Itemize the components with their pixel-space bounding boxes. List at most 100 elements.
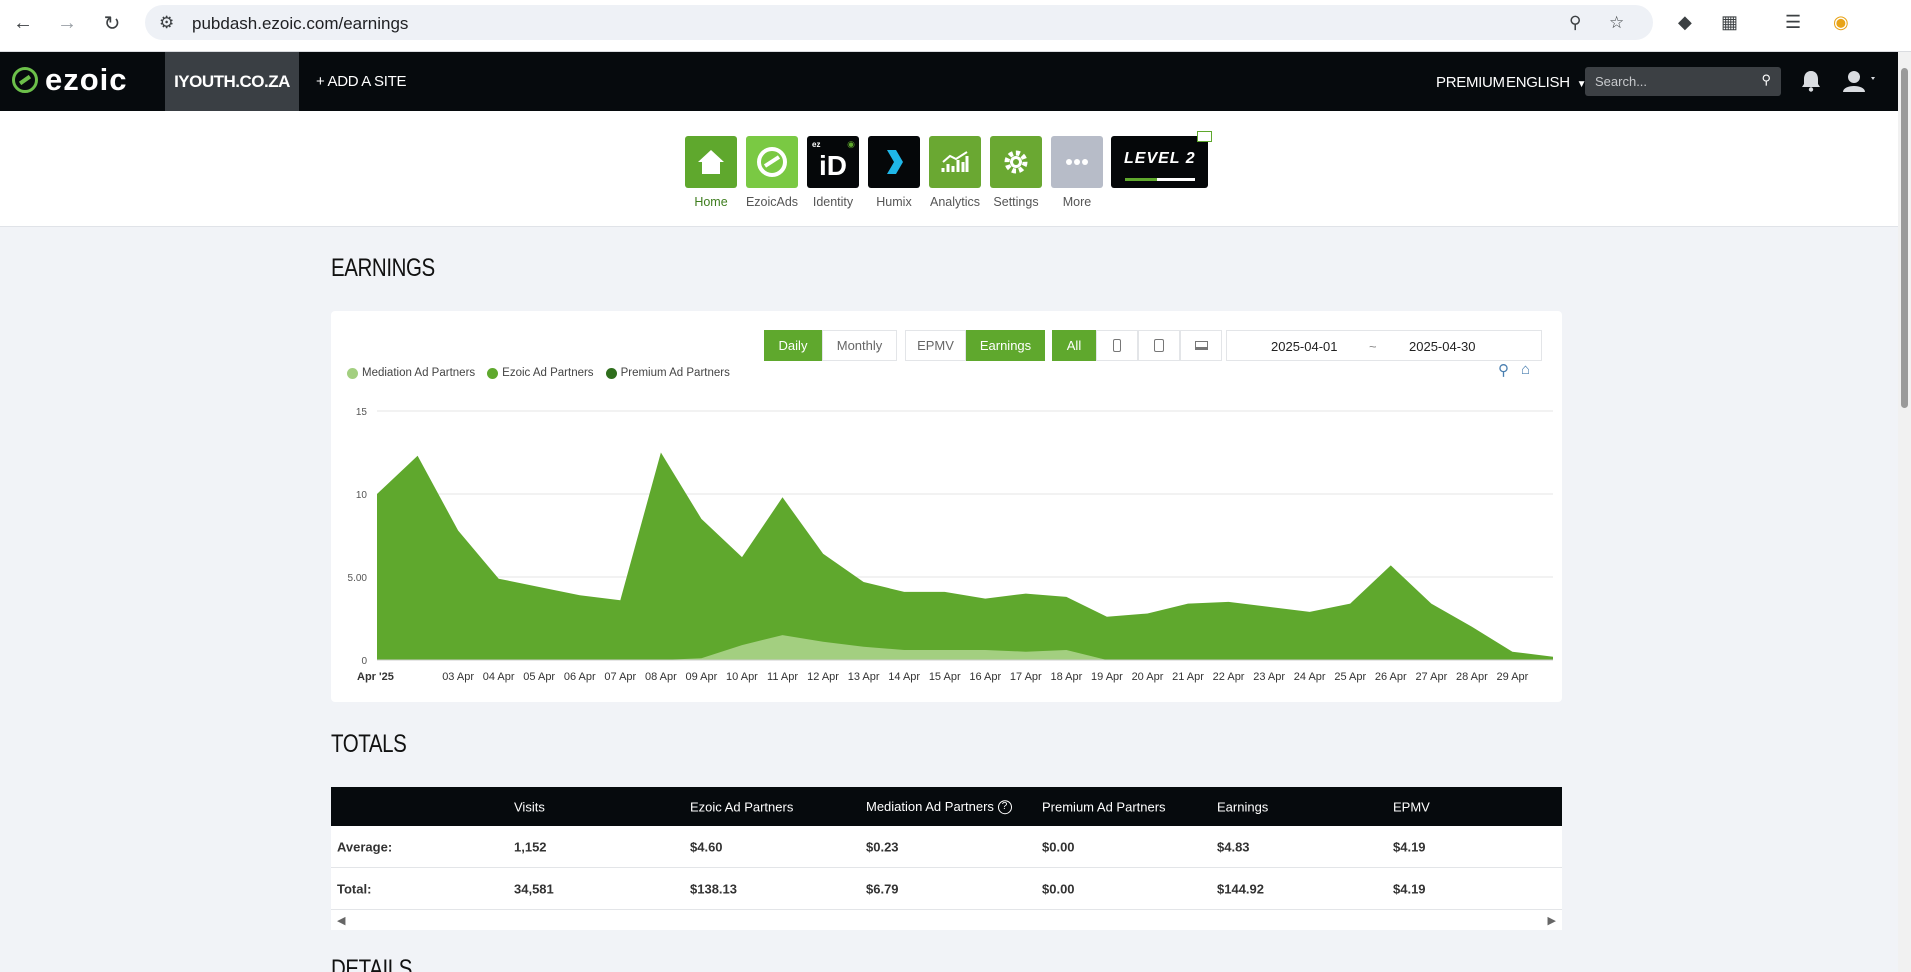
page-scrollbar[interactable] (1898, 52, 1911, 972)
x-tick-label: 26 Apr (1375, 671, 1407, 683)
analytics-icon (929, 136, 981, 188)
zoom-in-icon[interactable]: ⚲ (1498, 362, 1509, 379)
address-bar[interactable]: ⚙ pubdash.ezoic.com/earnings ⚲ ☆ (145, 5, 1653, 40)
search-icon[interactable]: ⚲ (1761, 72, 1771, 87)
table-cell: 1,152 (514, 839, 547, 854)
x-tick-label: 08 Apr (645, 671, 677, 683)
table-cell: $0.00 (1042, 881, 1075, 896)
legend-label: Ezoic Ad Partners (502, 367, 594, 379)
legend-label: Mediation Ad Partners (362, 367, 476, 379)
table-cell: $4.60 (690, 839, 723, 854)
legend-label: Premium Ad Partners (620, 367, 730, 379)
mobile-device-button[interactable] (1096, 330, 1138, 361)
x-tick-label: 19 Apr (1091, 671, 1123, 683)
extensions-puzzle-icon[interactable]: ▦ (1721, 12, 1739, 32)
table-horizontal-scrollbar[interactable]: ◀ ▶ (331, 910, 1562, 930)
reload-icon[interactable]: ↻ (103, 12, 121, 35)
identity-icon: ez ◉ iD (807, 136, 859, 188)
reading-list-icon[interactable]: ☰ (1785, 12, 1802, 32)
address-url[interactable]: pubdash.ezoic.com/earnings (192, 14, 409, 33)
x-tick-label: 27 Apr (1415, 671, 1447, 683)
date-to[interactable]: 2025-04-30 (1409, 339, 1476, 354)
x-tick-label: 11 Apr (767, 671, 798, 683)
search-box[interactable]: ⚲ (1585, 67, 1781, 96)
monthly-button[interactable]: Monthly (822, 330, 897, 361)
tablet-device-button[interactable] (1138, 330, 1180, 361)
x-tick-label: 21 Apr (1172, 671, 1204, 683)
table-cell: $0.00 (1042, 839, 1075, 854)
table-cell: $4.83 (1217, 839, 1250, 854)
reset-home-icon[interactable]: ⌂ (1521, 361, 1531, 378)
help-icon[interactable]: ? (997, 800, 1012, 815)
legend-item[interactable]: Mediation Ad Partners (347, 367, 475, 379)
y-tick-label: 15 (356, 407, 368, 418)
column-header: Ezoic Ad Partners (690, 799, 794, 814)
x-tick-label: 05 Apr (523, 671, 555, 683)
ezoic-logo[interactable]: ezoic (12, 64, 128, 95)
extension-icon[interactable]: ◆ (1678, 12, 1692, 32)
x-tick-label: 14 Apr (888, 671, 920, 683)
add-site-link[interactable]: + ADD A SITE (316, 73, 407, 90)
x-tick-label: 15 Apr (929, 671, 961, 683)
x-tick-label: 12 Apr (807, 671, 839, 683)
home-icon (685, 136, 737, 188)
notification-bell-icon[interactable] (1801, 70, 1821, 92)
app-more[interactable]: More (1051, 136, 1103, 209)
forward-icon[interactable]: → (57, 11, 77, 34)
metric-toggle: EPMV Earnings (905, 330, 1045, 361)
language-dropdown[interactable]: ENGLISH ▼ (1506, 74, 1587, 91)
legend-dot (487, 367, 499, 379)
epmv-button[interactable]: EPMV (905, 330, 966, 361)
column-header: Premium Ad Partners (1042, 799, 1166, 814)
app-ezoicads[interactable]: EzoicAds (746, 136, 798, 209)
x-tick-label: 25 Apr (1334, 671, 1366, 683)
legend-item[interactable]: Premium Ad Partners (605, 367, 730, 379)
mail-icon[interactable] (1197, 131, 1212, 142)
app-label: EzoicAds (745, 195, 799, 209)
date-from[interactable]: 2025-04-01 (1271, 339, 1338, 354)
app-analytics[interactable]: Analytics (929, 136, 981, 209)
site-selector[interactable]: IYOUTH.CO.ZA (165, 52, 299, 111)
scroll-left-icon[interactable]: ◀ (337, 915, 346, 927)
date-range-picker[interactable]: 2025-04-01 ~ 2025-04-30 (1226, 330, 1542, 361)
desktop-device-button[interactable] (1180, 330, 1222, 361)
column-header: Earnings (1217, 799, 1269, 814)
site-info-icon[interactable]: ⚙ (159, 13, 175, 32)
x-tick-label: 04 Apr (483, 671, 515, 683)
scroll-right-icon[interactable]: ▶ (1547, 915, 1556, 927)
scrollbar-thumb[interactable] (1901, 68, 1908, 408)
back-icon[interactable]: ← (13, 11, 33, 34)
row-label: Total: (337, 881, 372, 896)
app-humix[interactable]: Humix (868, 136, 920, 209)
all-devices-button[interactable]: All (1052, 330, 1096, 361)
date-separator: ~ (1369, 339, 1377, 354)
y-tick-label: 10 (356, 490, 368, 501)
table-cell: 34,581 (514, 881, 554, 896)
bookmark-star-icon[interactable]: ☆ (1609, 13, 1625, 32)
earnings-chart-card: Daily Monthly EPMV Earnings All 2025-04-… (331, 311, 1562, 702)
period-toggle: Daily Monthly (764, 330, 897, 361)
legend-item[interactable]: Ezoic Ad Partners (487, 367, 594, 379)
column-header: Mediation Ad Partners ? (866, 799, 1012, 815)
app-identity[interactable]: ez ◉ iD Identity (807, 136, 859, 209)
earnings-area-chart: 0 5.00 10 15 Apr '25 03 Apr 04 Apr 05 Apr 06 Apr… (348, 407, 1553, 683)
table-header: Visits Ezoic Ad Partners Mediation Ad Pa… (331, 787, 1562, 826)
search-input[interactable] (1595, 72, 1755, 91)
zoom-icon[interactable]: ⚲ (1569, 13, 1582, 32)
app-label: Analytics (929, 195, 981, 209)
x-tick-label: 20 Apr (1132, 671, 1164, 683)
app-home[interactable]: Home (685, 136, 737, 209)
earnings-button[interactable]: Earnings (966, 330, 1045, 361)
premium-link[interactable]: PREMIUM (1436, 74, 1505, 91)
humix-icon (868, 136, 920, 188)
user-menu-icon[interactable] (1843, 70, 1877, 92)
x-tick-label: 03 Apr (442, 671, 474, 683)
tablet-icon (1154, 339, 1164, 352)
profile-icon[interactable]: ◉ (1833, 12, 1849, 32)
level-progress-fill (1125, 178, 1157, 181)
x-tick-label: 18 Apr (1050, 671, 1082, 683)
app-settings[interactable]: Settings (990, 136, 1042, 209)
level-badge[interactable]: LEVEL 2 (1111, 136, 1208, 188)
daily-button[interactable]: Daily (764, 330, 822, 361)
y-tick-label: 5.00 (348, 573, 368, 584)
